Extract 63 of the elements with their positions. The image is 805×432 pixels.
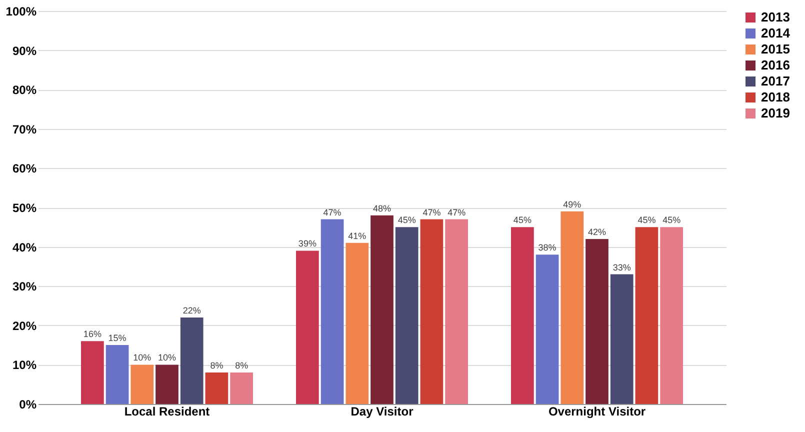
- data-label: 45%: [398, 215, 416, 226]
- data-label: 16%: [83, 329, 102, 340]
- data-label: 41%: [348, 230, 366, 241]
- data-label: 10%: [158, 352, 176, 363]
- bar: [586, 238, 608, 404]
- bar: [106, 345, 129, 404]
- x-tick-label: Day Visitor: [350, 404, 414, 418]
- bar: [180, 318, 204, 404]
- bar: [420, 219, 444, 404]
- data-label: 47%: [323, 207, 342, 218]
- data-label: 8%: [235, 360, 248, 371]
- bar: [370, 215, 394, 404]
- data-label: 45%: [662, 215, 681, 226]
- bar: [296, 250, 319, 404]
- bar: [560, 211, 584, 404]
- data-label: 8%: [210, 360, 224, 371]
- bar: [395, 227, 418, 404]
- data-label: 22%: [182, 306, 201, 316]
- legend-label: 2014: [761, 26, 791, 40]
- data-label: 10%: [133, 352, 152, 363]
- y-tick-label: 50%: [12, 201, 37, 215]
- data-label: 49%: [563, 199, 582, 210]
- data-label: 48%: [372, 203, 392, 214]
- y-tick-label: 100%: [6, 4, 37, 18]
- y-tick-label: 90%: [12, 44, 37, 58]
- y-tick-label: 10%: [12, 358, 37, 372]
- bar: [511, 227, 534, 404]
- data-label: 45%: [513, 215, 532, 226]
- data-label: 47%: [422, 207, 441, 218]
- legend-label: 2019: [761, 106, 790, 120]
- y-tick-label: 70%: [12, 122, 37, 136]
- y-tick-label: 30%: [12, 280, 37, 294]
- bar: [81, 341, 104, 404]
- bar: [205, 372, 228, 404]
- legend-label: 2016: [761, 58, 790, 72]
- bar: [320, 219, 344, 404]
- bar: [660, 227, 683, 404]
- y-tick-label: 0%: [19, 398, 37, 412]
- data-label: 45%: [638, 215, 656, 226]
- data-label: 39%: [298, 238, 316, 249]
- bar: [346, 242, 369, 404]
- bar: [445, 219, 468, 404]
- legend-label: 2013: [761, 10, 790, 24]
- data-label: 38%: [538, 242, 556, 253]
- y-tick-label: 20%: [12, 318, 37, 333]
- legend-label: 2017: [761, 74, 790, 88]
- bar: [610, 274, 634, 404]
- y-tick-label: 60%: [12, 162, 37, 176]
- legend-label: 2015: [761, 42, 790, 56]
- data-label: 33%: [612, 262, 631, 272]
- bar: [156, 364, 178, 404]
- bar: [635, 227, 658, 404]
- data-label: 15%: [108, 333, 126, 344]
- x-tick-label: Overnight Visitor: [548, 404, 646, 418]
- bar: [230, 372, 253, 404]
- bar: [536, 254, 559, 404]
- y-tick-label: 40%: [12, 240, 37, 254]
- bar: [130, 364, 154, 404]
- x-tick-label: Local Resident: [124, 404, 210, 418]
- data-label: 47%: [448, 207, 466, 218]
- data-label: 42%: [588, 226, 606, 237]
- legend-label: 2018: [761, 90, 790, 104]
- y-tick-label: 80%: [12, 83, 37, 98]
